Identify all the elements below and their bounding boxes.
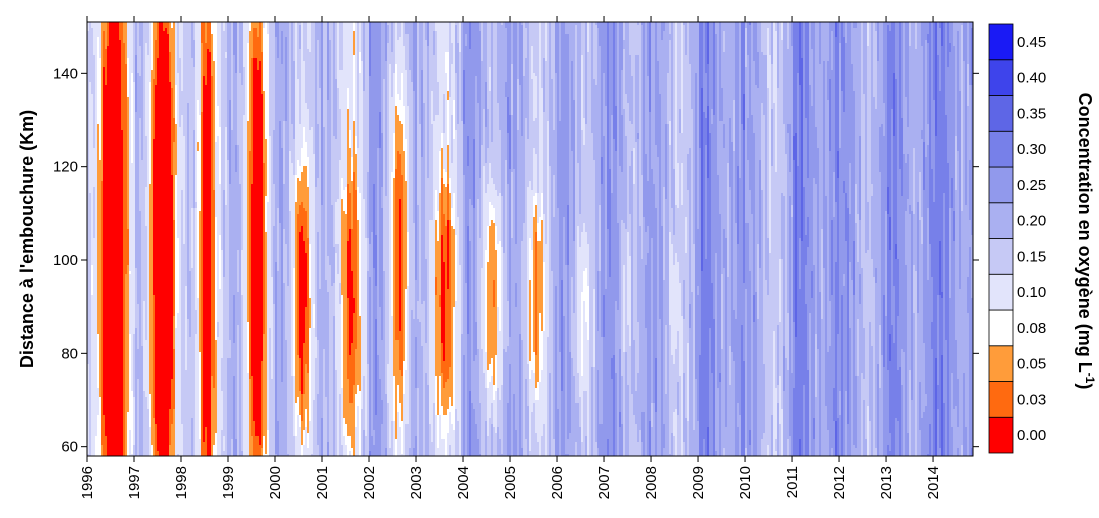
contour-field: [87, 22, 974, 458]
